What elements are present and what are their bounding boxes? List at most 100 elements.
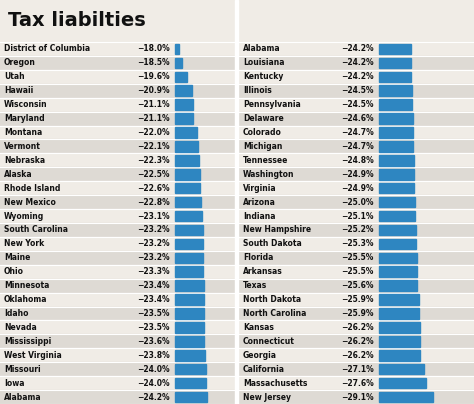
Bar — [379, 183, 414, 194]
Text: −24.6%: −24.6% — [341, 114, 374, 123]
Text: −25.6%: −25.6% — [341, 281, 374, 290]
Text: Texas: Texas — [243, 281, 267, 290]
Text: Minnesota: Minnesota — [4, 281, 49, 290]
Bar — [0, 279, 236, 292]
Text: Alabama: Alabama — [4, 393, 42, 402]
Text: −23.8%: −23.8% — [137, 351, 170, 360]
Text: −24.9%: −24.9% — [341, 170, 374, 179]
Text: New Hampshire: New Hampshire — [243, 225, 311, 234]
Text: −25.3%: −25.3% — [341, 240, 374, 248]
Text: −24.7%: −24.7% — [341, 128, 374, 137]
Text: Virginia: Virginia — [243, 184, 277, 193]
Bar — [175, 322, 204, 333]
Bar — [238, 126, 474, 139]
Bar — [175, 113, 193, 124]
Bar — [238, 181, 474, 195]
Text: −24.2%: −24.2% — [341, 59, 374, 67]
Text: −26.2%: −26.2% — [341, 323, 374, 332]
Text: Utah: Utah — [4, 72, 25, 81]
Bar — [0, 70, 236, 84]
Bar — [175, 141, 198, 152]
Text: −24.8%: −24.8% — [341, 156, 374, 165]
Bar — [379, 211, 415, 221]
Bar — [379, 58, 411, 68]
Text: −23.2%: −23.2% — [137, 253, 170, 262]
Text: −24.2%: −24.2% — [341, 44, 374, 53]
Text: −24.0%: −24.0% — [137, 379, 170, 387]
Bar — [236, 0, 238, 404]
Bar — [238, 348, 474, 362]
Bar — [175, 44, 180, 54]
Bar — [379, 252, 417, 263]
Bar — [0, 84, 236, 98]
Text: −22.1%: −22.1% — [137, 142, 170, 151]
Text: Arkansas: Arkansas — [243, 267, 283, 276]
Text: −24.0%: −24.0% — [137, 365, 170, 374]
Bar — [0, 251, 236, 265]
Bar — [379, 239, 416, 249]
Text: Georgia: Georgia — [243, 351, 277, 360]
Text: Kentucky: Kentucky — [243, 72, 283, 81]
Bar — [0, 307, 236, 320]
Text: Maine: Maine — [4, 253, 30, 262]
Bar — [379, 141, 413, 152]
Bar — [175, 169, 200, 179]
Bar — [238, 167, 474, 181]
Text: −25.9%: −25.9% — [341, 309, 374, 318]
Text: Nevada: Nevada — [4, 323, 37, 332]
Bar — [175, 267, 203, 277]
Bar — [379, 85, 412, 96]
Bar — [238, 265, 474, 279]
Text: North Carolina: North Carolina — [243, 309, 306, 318]
Bar — [175, 378, 206, 388]
Bar — [175, 58, 182, 68]
Bar — [175, 392, 207, 402]
Text: Idaho: Idaho — [4, 309, 28, 318]
Text: District of Columbia: District of Columbia — [4, 44, 90, 53]
Bar — [379, 44, 411, 54]
Text: Connecticut: Connecticut — [243, 337, 295, 346]
Bar — [238, 70, 474, 84]
Bar — [175, 225, 203, 235]
Text: −21.1%: −21.1% — [137, 114, 170, 123]
Text: −26.2%: −26.2% — [341, 337, 374, 346]
Bar — [238, 320, 474, 335]
Bar — [238, 376, 474, 390]
Text: −25.9%: −25.9% — [341, 295, 374, 304]
Bar — [0, 320, 236, 335]
Text: Oklahoma: Oklahoma — [4, 295, 47, 304]
Text: Wisconsin: Wisconsin — [4, 100, 47, 109]
Text: South Carolina: South Carolina — [4, 225, 68, 234]
Text: South Dakota: South Dakota — [243, 240, 302, 248]
Text: −23.1%: −23.1% — [137, 212, 170, 221]
Text: −29.1%: −29.1% — [341, 393, 374, 402]
Text: −22.5%: −22.5% — [137, 170, 170, 179]
Bar — [175, 364, 206, 375]
Bar — [238, 279, 474, 292]
Text: Montana: Montana — [4, 128, 42, 137]
Bar — [0, 167, 236, 181]
Text: Tennessee: Tennessee — [243, 156, 288, 165]
Bar — [379, 280, 418, 291]
Bar — [0, 292, 236, 307]
Bar — [238, 98, 474, 112]
Text: −27.1%: −27.1% — [341, 365, 374, 374]
Text: −22.0%: −22.0% — [137, 128, 170, 137]
Bar — [238, 42, 474, 56]
Bar — [379, 378, 426, 388]
Text: −24.2%: −24.2% — [341, 72, 374, 81]
Bar — [238, 209, 474, 223]
Bar — [238, 390, 474, 404]
Text: Louisiana: Louisiana — [243, 59, 284, 67]
Text: −23.6%: −23.6% — [137, 337, 170, 346]
Text: −20.9%: −20.9% — [137, 86, 170, 95]
Bar — [175, 99, 193, 110]
Text: Alaska: Alaska — [4, 170, 33, 179]
Text: −24.7%: −24.7% — [341, 142, 374, 151]
Bar — [0, 42, 236, 56]
Bar — [238, 251, 474, 265]
Text: −23.4%: −23.4% — [137, 295, 170, 304]
Bar — [175, 252, 203, 263]
Bar — [379, 225, 416, 235]
Text: Indiana: Indiana — [243, 212, 275, 221]
